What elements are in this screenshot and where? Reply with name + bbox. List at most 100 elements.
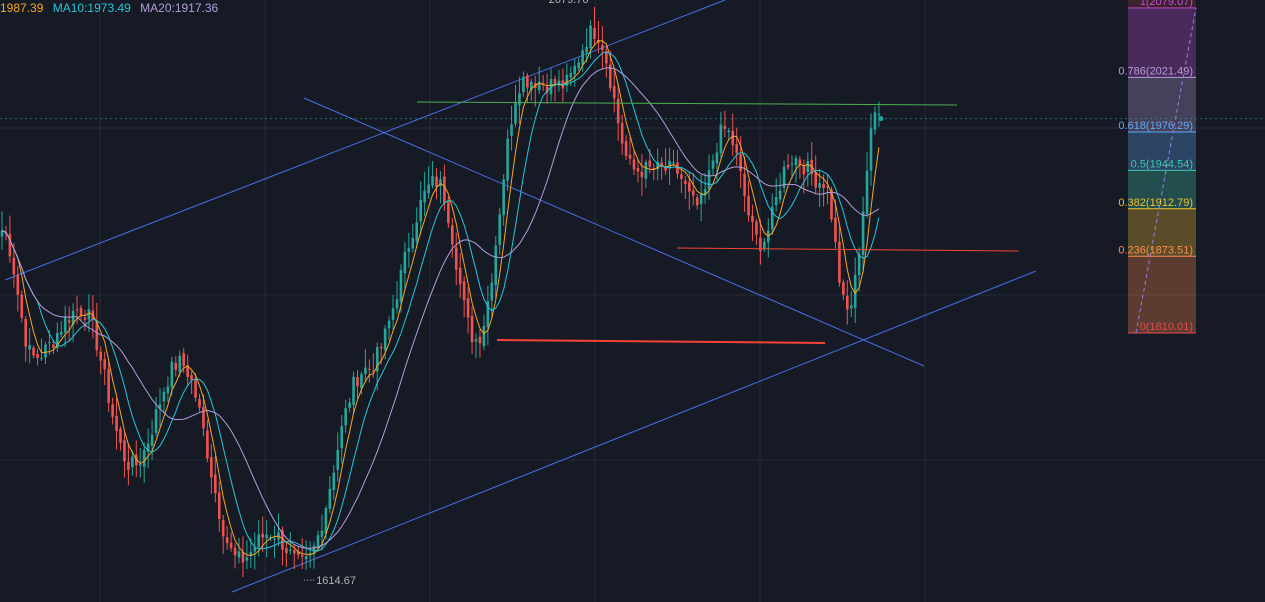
candle-body (194, 378, 197, 398)
candle-body (846, 295, 849, 310)
candle-body (585, 47, 588, 53)
candle-body (530, 81, 533, 91)
candle-body (447, 201, 450, 224)
candle-body (755, 221, 758, 235)
channel-lower-line[interactable] (231, 270, 1037, 593)
candle-body (0, 230, 4, 237)
candle-body (494, 245, 498, 286)
candle-body (830, 189, 833, 220)
candle-body (838, 241, 841, 283)
fib-level-label: 0(1810.01) (1140, 321, 1193, 333)
candle-body (107, 369, 110, 403)
support-line[interactable] (676, 247, 1020, 252)
low-annotation: 1614.67 (316, 575, 356, 587)
candle-body (853, 274, 857, 308)
fib-level-label: 0.382(1912.79) (1118, 197, 1193, 209)
candle-body (814, 171, 817, 188)
fib-level-label: 0.236(1873.51) (1118, 244, 1193, 256)
candle-body (715, 152, 719, 164)
fibonacci-retracement[interactable] (1128, 0, 1197, 334)
fib-trend-line[interactable] (1135, 7, 1197, 334)
candle-body (581, 50, 584, 65)
candle-body (593, 27, 596, 39)
candle-body (474, 339, 478, 342)
candle-body (763, 241, 766, 250)
candle-body (71, 310, 75, 325)
candle-body (691, 190, 695, 196)
ma20-line (1, 67, 880, 549)
candle-body (865, 170, 869, 215)
candle-body (458, 267, 462, 285)
candle-body (67, 320, 71, 323)
candle-body (510, 124, 513, 136)
resistance-line[interactable] (416, 101, 958, 106)
candle-body (624, 141, 628, 156)
candle-body (636, 167, 640, 172)
candle-body (514, 103, 517, 124)
fib-zone (1128, 77, 1196, 133)
candle-body (16, 274, 20, 295)
candle-body (352, 376, 355, 406)
descending-trendline[interactable] (303, 97, 925, 367)
candle-body (806, 160, 810, 173)
candle-body (778, 190, 782, 200)
channel-upper-line[interactable] (4, 0, 726, 281)
candle-body (245, 557, 249, 561)
candle-body (684, 180, 687, 185)
candle-body (28, 345, 31, 350)
fib-zone (1128, 256, 1196, 333)
support-line-lower[interactable] (496, 339, 826, 344)
candle-body (695, 197, 699, 206)
candle-body (411, 237, 415, 249)
candle-body (431, 176, 434, 186)
candle-body (336, 450, 340, 470)
candle-body (703, 189, 707, 196)
candle-body (644, 162, 648, 179)
candle-body (328, 489, 332, 509)
candle-body (383, 328, 387, 350)
candle-body (395, 299, 399, 309)
candle-body (798, 159, 802, 165)
candle-body (210, 457, 213, 478)
candle-body (462, 281, 466, 301)
candle-body (620, 122, 624, 144)
candle-body (285, 548, 288, 554)
candle-body (300, 555, 304, 557)
fib-zone (1128, 7, 1196, 78)
candle-body (506, 138, 509, 181)
candle-body (387, 320, 391, 329)
candle-body (454, 247, 458, 270)
candle-body (261, 533, 264, 538)
candle-body (52, 344, 55, 348)
candle-body (206, 430, 209, 459)
candle-body (719, 124, 723, 154)
candle-body (348, 402, 351, 408)
candle-body (265, 534, 268, 539)
candle-body (56, 333, 59, 349)
candle-body (40, 358, 43, 360)
candle-body (774, 197, 778, 206)
price-annotations: 2079.76 1614.67 (304, 0, 589, 587)
candle-body (138, 464, 142, 466)
horizontal-levels[interactable] (0, 101, 1265, 344)
candle-body (545, 86, 549, 93)
candle-body (451, 225, 454, 245)
trendlines[interactable] (4, 0, 1037, 593)
candle-body (786, 164, 790, 168)
candle-body (320, 530, 324, 537)
candle-body (324, 508, 328, 534)
candle-body (103, 359, 106, 370)
candle-body (794, 158, 798, 166)
candle-body (364, 367, 367, 374)
candle-body (648, 160, 652, 167)
fib-level-label: 0.786(2021.49) (1118, 65, 1193, 77)
candle-body (127, 461, 130, 471)
candle-body (688, 182, 691, 192)
ma20-value: MA20:1917.36 (140, 1, 219, 15)
ma-legend: 1987.39 MA10:1973.49 MA20:1917.36 (0, 1, 224, 15)
candle-body (186, 365, 189, 377)
candle-body (526, 75, 529, 88)
candle-body (229, 542, 233, 549)
candle-body (790, 163, 794, 165)
